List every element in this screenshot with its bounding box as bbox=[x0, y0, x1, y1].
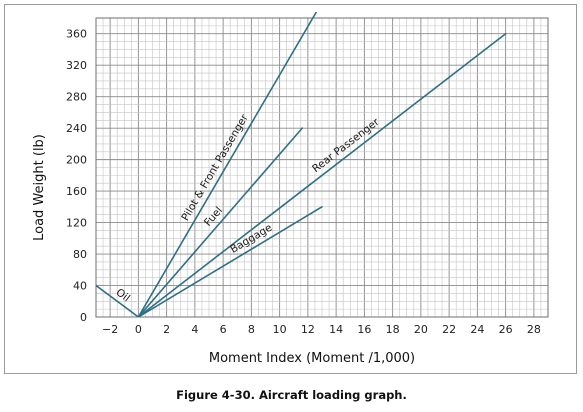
series-lines bbox=[96, 12, 507, 317]
x-tick-label: 2 bbox=[163, 323, 170, 336]
y-tick-label: 40 bbox=[73, 280, 87, 293]
loading-graph-chart: −2 0 2 4 6 8 10 12 14 16 18 20 22 24 26 280408012016020… bbox=[32, 12, 549, 366]
y-tick-label: 360 bbox=[66, 28, 87, 41]
x-tick-label: 24 bbox=[470, 323, 484, 336]
y-tick-label: 160 bbox=[66, 185, 87, 198]
y-tick-label: 200 bbox=[66, 154, 87, 167]
x-tick-label: 6 bbox=[220, 323, 227, 336]
series-line-baggage bbox=[137, 206, 323, 317]
y-axis-label: Load Weight (lb) bbox=[32, 134, 47, 241]
x-tick-label: 10 bbox=[273, 323, 287, 336]
y-tick-label: 120 bbox=[66, 217, 87, 230]
figure-frame: −2 0 2 4 6 8 10 12 14 16 18 20 22 24 26 28 0 40 80 120 160 20… bbox=[4, 4, 577, 374]
y-tick-label: 0 bbox=[80, 311, 87, 324]
x-tick-label: 28 bbox=[527, 323, 541, 336]
x-tick-label: 26 bbox=[499, 323, 513, 336]
series-line-rear-passenger bbox=[137, 32, 507, 317]
plot-border bbox=[95, 17, 549, 318]
x-tick-label: 14 bbox=[329, 323, 343, 336]
x-axis-label: Moment Index (Moment /1,000) bbox=[209, 351, 415, 366]
y-tick-label: 240 bbox=[66, 122, 87, 135]
x-tick-label: −2 bbox=[102, 323, 118, 336]
grid bbox=[95, 17, 549, 318]
x-tick-label: 18 bbox=[386, 323, 400, 336]
axes: −2 0 2 4 6 8 10 12 14 16 18 20 22 24 26 280408012016020… bbox=[32, 28, 541, 366]
x-tick-label: 22 bbox=[442, 323, 456, 336]
y-tick-label: 320 bbox=[66, 59, 87, 72]
x-tick-label: 20 bbox=[414, 323, 428, 336]
x-tick-label: 16 bbox=[357, 323, 371, 336]
x-tick-label: 0 bbox=[135, 323, 142, 336]
series-line-fuel bbox=[137, 127, 304, 317]
series-line-pilot-and-front-passenger bbox=[137, 12, 318, 317]
series-line-oil bbox=[96, 284, 140, 317]
x-tick-label: 4 bbox=[191, 323, 198, 336]
figure-caption: Figure 4-30. Aircraft loading graph. bbox=[176, 388, 407, 402]
y-tick-label: 280 bbox=[66, 91, 87, 104]
y-tick-label: 80 bbox=[73, 248, 87, 261]
x-tick-label: 12 bbox=[301, 323, 315, 336]
x-tick-label: 8 bbox=[248, 323, 255, 336]
